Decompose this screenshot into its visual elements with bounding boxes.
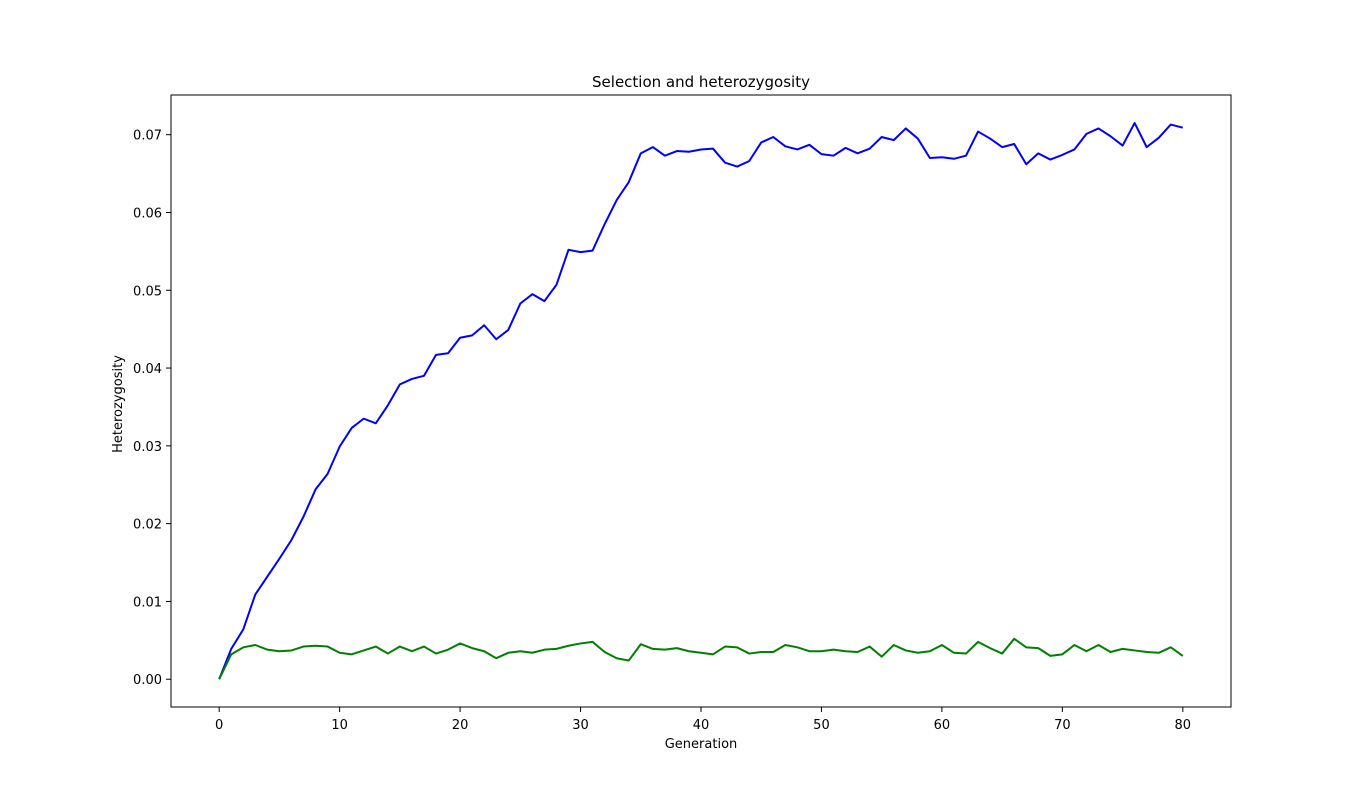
x-tick-label: 20 <box>452 718 469 733</box>
x-tick-label: 40 <box>693 718 710 733</box>
y-axis-label: Heterozygosity <box>111 355 126 453</box>
x-tick-label: 50 <box>813 718 830 733</box>
x-tick-label: 10 <box>331 718 348 733</box>
y-tick-label: 0.03 <box>133 440 162 455</box>
x-tick-label: 60 <box>934 718 951 733</box>
series-line-1 <box>218 122 1184 680</box>
x-tick-label: 70 <box>1054 718 1071 733</box>
chart-title: Selection and heterozygosity <box>592 73 810 91</box>
y-tick-label: 0.02 <box>133 518 162 533</box>
x-axis-label: Generation <box>665 737 738 752</box>
y-tick-label: 0.06 <box>133 206 162 221</box>
plot-lines <box>218 122 1184 680</box>
x-tick-label: 30 <box>572 718 589 733</box>
x-tick-label: 0 <box>215 718 223 733</box>
y-tick-label: 0.05 <box>133 284 162 299</box>
y-tick-label: 0.00 <box>133 673 162 688</box>
y-tick-label: 0.04 <box>133 362 162 377</box>
x-tick-label: 80 <box>1175 718 1192 733</box>
y-axis-ticks: 0.00 0.01 0.02 0.03 0.04 0.05 0.06 0.07 <box>133 129 171 688</box>
y-tick-label: 0.07 <box>133 129 162 144</box>
series-line-2 <box>218 637 1184 680</box>
x-axis-ticks: 0 10 20 30 40 50 60 70 80 <box>215 707 1191 733</box>
y-tick-label: 0.01 <box>133 595 162 610</box>
